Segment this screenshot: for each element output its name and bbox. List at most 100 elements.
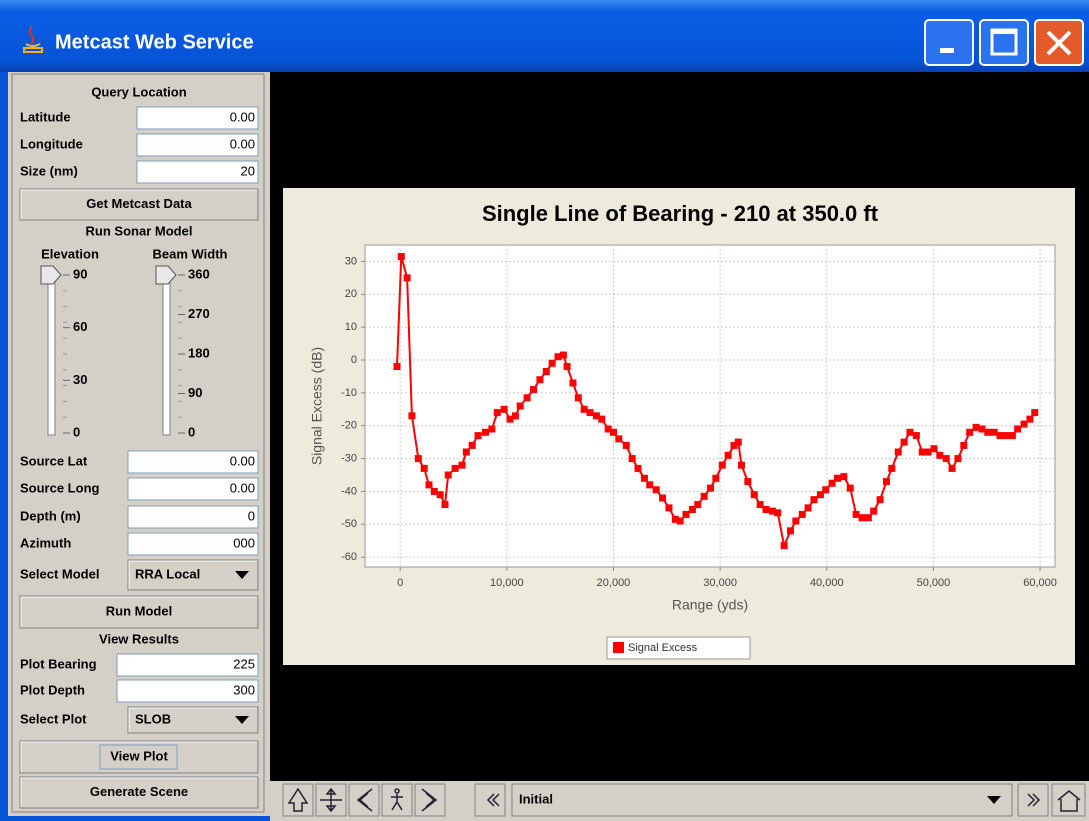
point <box>972 423 980 431</box>
point <box>954 455 962 463</box>
section-header: Run Sonar Model <box>86 223 193 238</box>
point <box>816 491 824 499</box>
x-tick-label: 20,000 <box>597 577 631 589</box>
text-field[interactable] <box>136 133 259 157</box>
field-label: Longitude <box>20 136 83 151</box>
legend-label: Signal Excess <box>628 642 698 654</box>
field-value: 300 <box>233 682 255 697</box>
point <box>640 474 648 482</box>
slider-tick-label: 90 <box>73 266 87 281</box>
button[interactable] <box>19 595 259 629</box>
x-tick-label: 50,000 <box>917 577 951 589</box>
point <box>436 491 444 499</box>
button[interactable] <box>19 740 259 774</box>
point <box>1031 409 1039 417</box>
close-button[interactable] <box>1034 19 1084 66</box>
point <box>774 509 782 517</box>
text-field[interactable] <box>127 532 259 556</box>
text-field[interactable] <box>127 477 259 501</box>
text-field[interactable] <box>136 106 259 130</box>
point <box>750 491 758 499</box>
point <box>948 464 956 472</box>
point <box>864 514 872 522</box>
field-label: Azimuth <box>20 535 71 550</box>
legend-swatch <box>613 642 624 653</box>
point <box>787 527 795 535</box>
point <box>882 478 890 486</box>
x-tick-label: 60,000 <box>1023 577 1057 589</box>
point <box>724 451 732 459</box>
rotate-button-icon <box>356 788 373 812</box>
fly-button[interactable] <box>414 783 446 817</box>
focus-ring <box>99 744 178 770</box>
next-view-button[interactable] <box>1017 783 1049 817</box>
point <box>615 435 623 443</box>
home-button-icon <box>1057 790 1081 812</box>
rotate-button[interactable] <box>348 783 380 817</box>
point <box>397 253 405 260</box>
button-label: Run Model <box>106 603 172 618</box>
point <box>744 478 752 486</box>
minimize-button[interactable] <box>924 19 974 66</box>
point <box>846 484 854 492</box>
slider-thumb[interactable] <box>155 265 177 285</box>
field-label: Select Plot <box>20 711 87 726</box>
y-tick-label: -40 <box>341 485 357 497</box>
slider-track <box>47 268 56 436</box>
point <box>960 441 968 449</box>
point <box>451 464 459 472</box>
point <box>516 402 524 410</box>
view-combo-arrow <box>987 796 1001 804</box>
title-bar <box>0 0 1089 72</box>
button[interactable] <box>19 188 259 221</box>
point <box>780 542 788 550</box>
point <box>682 510 690 518</box>
point <box>554 353 562 361</box>
slider-tick-label: 180 <box>188 345 210 360</box>
maximize-button[interactable] <box>979 19 1029 66</box>
legend-box <box>606 636 751 660</box>
point <box>1008 432 1016 440</box>
field-label: Select Model <box>20 566 99 581</box>
point <box>734 438 742 446</box>
combo-box[interactable] <box>127 706 259 734</box>
point <box>474 432 482 440</box>
point <box>876 496 884 504</box>
combo-box[interactable] <box>127 559 259 591</box>
text-field[interactable] <box>127 450 259 474</box>
text-field[interactable] <box>116 653 259 677</box>
point <box>768 507 776 515</box>
point <box>634 464 642 472</box>
point <box>737 461 745 469</box>
text-field[interactable] <box>127 505 259 529</box>
point <box>833 474 841 482</box>
section-header: Query Location <box>91 84 186 99</box>
y-tick-label: -20 <box>341 420 357 432</box>
point <box>548 359 556 367</box>
view-combo[interactable] <box>511 783 1013 817</box>
slider-thumb[interactable] <box>40 265 62 285</box>
text-field[interactable] <box>136 160 259 184</box>
button-highlight <box>20 777 257 807</box>
x-tick-label: 30,000 <box>703 577 737 589</box>
point <box>942 455 950 463</box>
point <box>488 425 496 433</box>
slider-tick-label: 360 <box>188 266 210 281</box>
button-highlight <box>20 189 257 219</box>
text-field[interactable] <box>116 679 259 703</box>
point <box>870 507 878 515</box>
point <box>652 486 660 494</box>
field-value: 000 <box>233 535 255 550</box>
button[interactable] <box>19 776 259 809</box>
pan-button-icon <box>320 787 342 813</box>
point <box>1026 415 1034 423</box>
prev-view-button[interactable] <box>474 783 506 817</box>
point <box>646 481 654 489</box>
field-value: 0.00 <box>230 136 255 151</box>
point <box>403 274 411 282</box>
point <box>718 461 726 469</box>
y-tick-label: -30 <box>341 452 357 464</box>
point <box>430 487 438 495</box>
